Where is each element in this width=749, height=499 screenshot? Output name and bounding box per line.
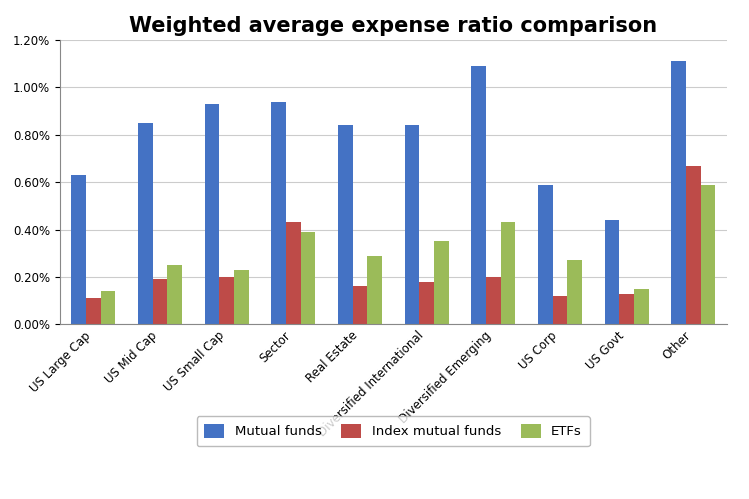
Bar bbox=[700, 185, 715, 324]
Bar bbox=[404, 125, 419, 324]
Bar bbox=[419, 281, 434, 324]
Bar bbox=[538, 185, 553, 324]
Bar bbox=[86, 298, 100, 324]
Bar bbox=[553, 296, 567, 324]
Bar bbox=[671, 61, 686, 324]
Bar bbox=[434, 242, 449, 324]
Bar bbox=[471, 66, 486, 324]
Bar bbox=[300, 232, 315, 324]
Bar bbox=[71, 175, 86, 324]
Bar bbox=[567, 260, 582, 324]
Bar bbox=[353, 286, 367, 324]
Bar bbox=[153, 279, 167, 324]
Bar bbox=[100, 291, 115, 324]
Bar bbox=[138, 123, 153, 324]
Bar bbox=[486, 277, 500, 324]
Title: Weighted average expense ratio comparison: Weighted average expense ratio compariso… bbox=[129, 15, 658, 35]
Bar bbox=[686, 166, 700, 324]
Bar bbox=[167, 265, 182, 324]
Bar bbox=[500, 223, 515, 324]
Bar bbox=[219, 277, 234, 324]
Bar bbox=[338, 125, 353, 324]
Bar bbox=[367, 255, 382, 324]
Legend: Mutual funds, Index mutual funds, ETFs: Mutual funds, Index mutual funds, ETFs bbox=[196, 416, 590, 446]
Bar bbox=[604, 220, 619, 324]
Bar bbox=[286, 223, 300, 324]
Bar bbox=[634, 289, 649, 324]
Bar bbox=[619, 293, 634, 324]
Bar bbox=[204, 104, 219, 324]
Bar bbox=[271, 102, 286, 324]
Bar bbox=[234, 270, 249, 324]
